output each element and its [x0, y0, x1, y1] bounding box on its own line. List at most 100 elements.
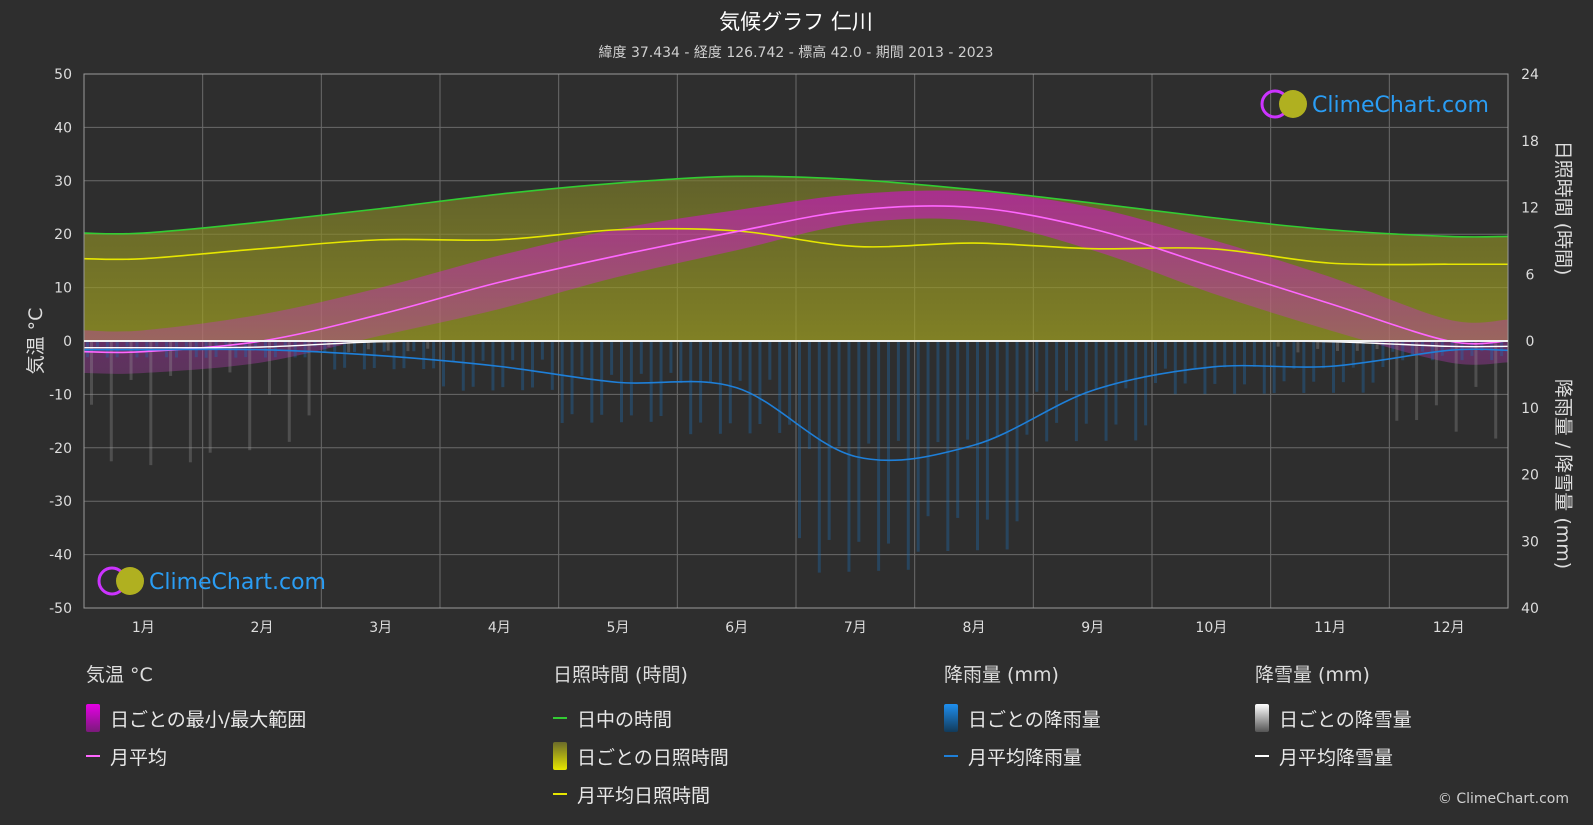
- snow-daily-bar: [129, 341, 133, 380]
- daylight-swatch: [553, 717, 567, 719]
- temp-range-swatch: [86, 704, 100, 732]
- rain-daily-bar: [1025, 341, 1029, 435]
- rain-daily-swatch: [944, 704, 958, 732]
- legend-item: 日ごとの日照時間: [553, 737, 729, 775]
- chart-subtitle: 緯度 37.434 - 経度 126.742 - 標高 42.0 - 期間 20…: [599, 44, 994, 61]
- rain-daily-bar: [511, 341, 515, 361]
- sunshine-avg-swatch: [553, 793, 567, 795]
- rain-daily-bar: [1144, 341, 1148, 426]
- rain-daily-bar: [442, 341, 445, 387]
- rain-daily-bar: [926, 341, 930, 517]
- left-tick-label: -30: [49, 494, 72, 510]
- rain-daily-bar: [353, 341, 356, 352]
- rain-daily-bar: [946, 341, 950, 552]
- legend-label: 月平均降雪量: [1279, 746, 1394, 769]
- left-axis-label: 気温 °C: [25, 308, 47, 375]
- rain-daily-bar: [432, 341, 436, 369]
- right-tick-label: 18: [1521, 134, 1539, 150]
- right-top-axis-label: 日照時間 (時間): [1552, 141, 1574, 276]
- rain-daily-bar: [966, 341, 970, 440]
- rain-daily-bar: [1411, 341, 1415, 356]
- snow-daily-bar: [169, 341, 173, 376]
- rain-daily-bar: [679, 341, 683, 384]
- rain-daily-bar: [1490, 341, 1494, 361]
- rain-daily-bar: [1213, 341, 1217, 384]
- rain-daily-bar: [323, 341, 327, 353]
- rain-daily-bar: [550, 341, 554, 390]
- rain-daily-bar: [1193, 341, 1197, 369]
- snow-daily-bar: [287, 341, 291, 442]
- legend-item: 月平均日照時間: [553, 775, 729, 813]
- rain-daily-bar: [501, 341, 505, 388]
- rain-daily-bar: [788, 341, 792, 425]
- snow-daily-bar: [406, 341, 410, 352]
- rain-daily-bar: [451, 341, 455, 362]
- legend-label: 日ごとの日照時間: [577, 746, 729, 769]
- right-tick-label: 10: [1521, 401, 1539, 417]
- watermark-bottom: ClimeChart.com: [97, 566, 326, 596]
- snow-daily-bar: [1454, 341, 1458, 432]
- legend-label: 月平均: [110, 746, 168, 769]
- rain-avg-swatch: [944, 755, 958, 757]
- snow-daily-bar: [366, 341, 370, 350]
- rain-daily-bar: [659, 341, 663, 417]
- rain-daily-bar: [293, 341, 297, 358]
- rain-daily-bar: [1440, 341, 1444, 356]
- rain-daily-bar: [1430, 341, 1434, 361]
- data-bands: [84, 176, 1508, 573]
- rain-daily-bar: [1084, 341, 1088, 424]
- rain-daily-bar: [540, 341, 544, 360]
- watermark-text: ClimeChart.com: [1312, 93, 1489, 118]
- rain-daily-bar: [827, 341, 831, 540]
- copyright-text: © ClimeChart.com: [1437, 791, 1569, 807]
- rain-daily-bar: [481, 341, 485, 361]
- legend-heading: 降雨量 (mm): [944, 664, 1059, 686]
- snow-daily-swatch: [1255, 704, 1269, 732]
- rain-daily-bar: [254, 341, 258, 347]
- rain-daily-bar: [273, 341, 277, 358]
- legend-sunshine: 日照時間 (時間) 日中の時間 日ごとの日照時間 月平均日照時間: [553, 660, 729, 813]
- rain-daily-bar: [1223, 341, 1227, 368]
- rain-daily-bar: [224, 341, 228, 348]
- snow-daily-bar: [248, 341, 252, 451]
- legend-temperature: 気温 °C 日ごとの最小/最大範囲 月平均: [86, 660, 306, 775]
- rain-daily-bar: [1361, 341, 1365, 393]
- legend-item: 月平均降雨量: [944, 737, 1101, 775]
- snow-daily-bar: [347, 341, 351, 353]
- left-tick-label: -40: [49, 548, 72, 564]
- rain-daily-bar: [1312, 341, 1316, 382]
- sunshine-daily-swatch: [553, 742, 567, 770]
- snow-daily-bar: [386, 341, 390, 351]
- rain-daily-bar: [1351, 341, 1355, 368]
- snow-daily-bar: [1415, 341, 1419, 421]
- rain-daily-bar: [798, 341, 801, 539]
- rain-daily-bar: [758, 341, 762, 425]
- rain-daily-bar: [1401, 341, 1405, 361]
- rain-daily-bar: [402, 341, 406, 369]
- rain-daily-bar: [422, 341, 426, 370]
- rain-daily-bar: [1262, 341, 1266, 394]
- legend-item: 月平均降雪量: [1255, 737, 1412, 775]
- month-label: 5月: [607, 620, 630, 636]
- legend-snow: 降雪量 (mm) 日ごとの降雪量 月平均降雪量: [1255, 660, 1412, 775]
- rain-daily-bar: [560, 341, 564, 424]
- rain-daily-bar: [1341, 341, 1345, 383]
- left-tick-label: 10: [54, 281, 72, 297]
- rain-daily-bar: [1065, 341, 1068, 391]
- snow-daily-bar: [268, 341, 271, 395]
- rain-daily-bar: [303, 341, 307, 358]
- rain-daily-bar: [985, 341, 989, 520]
- legend-label: 月平均日照時間: [577, 784, 711, 807]
- rain-daily-bar: [620, 341, 623, 423]
- rain-daily-bar: [857, 341, 861, 542]
- rain-daily-bar: [936, 341, 940, 443]
- rain-daily-bar: [95, 341, 99, 347]
- snow-daily-bar: [208, 341, 212, 453]
- rain-daily-bar: [1460, 341, 1464, 361]
- snow-daily-bar: [1336, 341, 1339, 351]
- left-tick-label: 40: [54, 120, 72, 136]
- rain-daily-bar: [896, 341, 900, 441]
- rain-daily-bar: [1045, 341, 1049, 442]
- rain-daily-bar: [748, 341, 752, 434]
- temp-range-band: [84, 190, 1508, 374]
